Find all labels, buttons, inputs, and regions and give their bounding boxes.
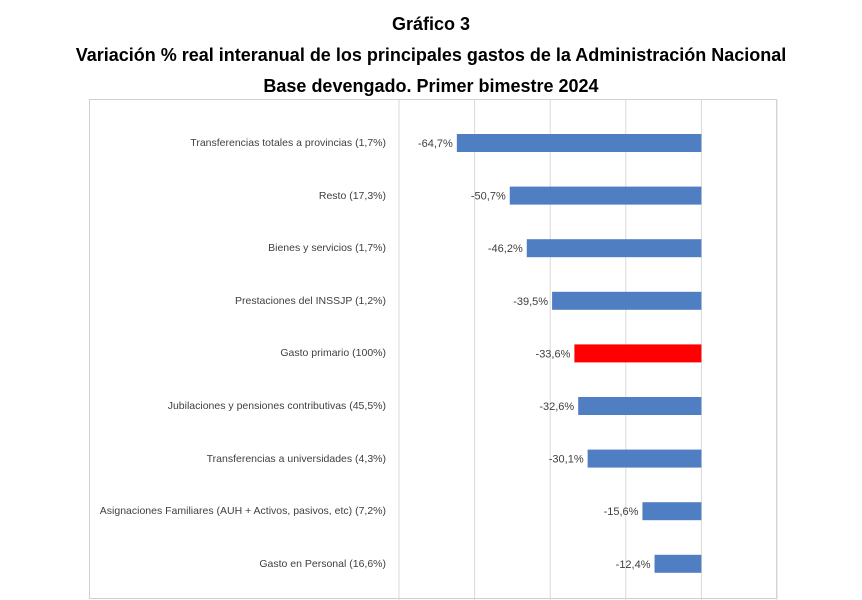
data-label: -33,6% (536, 348, 571, 360)
data-label: -39,5% (513, 296, 548, 308)
bar (574, 344, 702, 363)
data-label: -64,7% (418, 138, 453, 150)
chart-subtitle-2: Base devengado. Primer bimestre 2024 (263, 76, 599, 96)
category-label: Transferencias totales a provincias (1,7… (190, 137, 386, 149)
chart-plot: -64,7% -50,7% -46,2% -39,5% -33,6% -32,6% -30,… (398, 100, 778, 600)
category-label: Jubilaciones y pensiones contributivas (… (167, 400, 386, 412)
data-label: -50,7% (471, 191, 506, 203)
category-label: Asignaciones Familiares (AUH + Activos, … (99, 505, 386, 518)
category-label: Transferencias a universidades (4,3%) (206, 452, 386, 465)
bar (456, 134, 702, 152)
data-label: -46,2% (488, 243, 523, 255)
data-label: -12,4% (616, 559, 651, 571)
bar (509, 186, 702, 205)
data-label: -30,1% (549, 454, 584, 466)
bar (552, 291, 702, 310)
chart-subtitle: Variación % real interanual de los princ… (75, 45, 787, 65)
category-label: Resto (17,3%) (318, 189, 386, 202)
chart-area: Transferencias totales a provincias (1,7… (89, 99, 778, 600)
data-label: -32,6% (539, 401, 574, 413)
bar (642, 502, 702, 521)
category-label: Bienes y servicios (1,7%) (268, 242, 386, 255)
category-label: Prestaciones del INSSJP (1,2%) (235, 294, 386, 307)
category-label: Gasto en Personal (16,6%) (259, 557, 386, 570)
bar (587, 449, 702, 468)
category-label: Gasto primario (100%) (280, 347, 386, 360)
bar (526, 239, 702, 258)
bar (578, 397, 702, 415)
data-label: -15,6% (604, 506, 639, 518)
chart-title: Gráfico 3 (391, 14, 471, 34)
bar (654, 554, 702, 573)
